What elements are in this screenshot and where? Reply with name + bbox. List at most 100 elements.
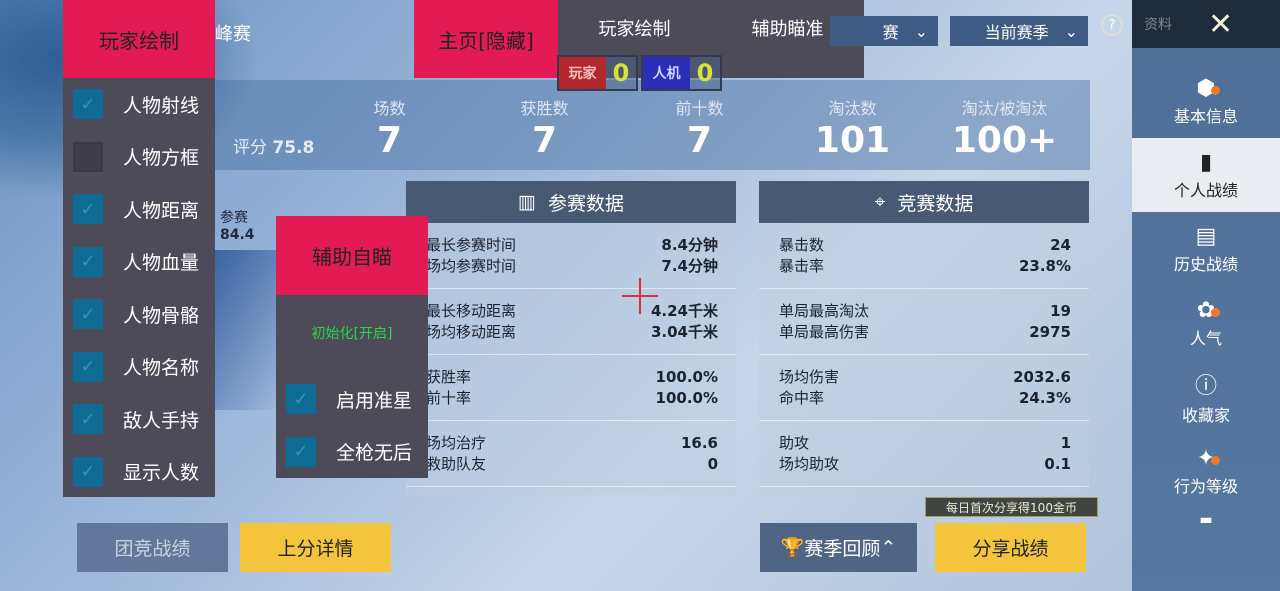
row-value: 2975	[1029, 323, 1071, 341]
checkbox[interactable]	[73, 141, 103, 172]
tab-home-hide[interactable]: 主页[隐藏]	[414, 0, 558, 78]
menu-item[interactable]: ✓ 人物距离	[63, 183, 215, 236]
aim-option[interactable]: ✓ 启用准星	[276, 373, 428, 426]
sidebar-item-label: 个人战绩	[1173, 180, 1238, 200]
help-icon[interactable]: ?	[1101, 14, 1123, 36]
menu-item-label: 人物名称	[123, 357, 200, 380]
stat-row: 前十率 100.0%	[426, 388, 718, 409]
menu-item-label: 人物骨骼	[123, 304, 200, 327]
checkbox[interactable]: ✓	[73, 194, 103, 225]
sidebar-item[interactable]: ▮ 个人战绩	[1132, 138, 1280, 212]
row-value: 8.4分钟	[661, 236, 718, 254]
checkbox[interactable]: ✓	[73, 404, 103, 435]
checkbox[interactable]: ✓	[73, 299, 103, 330]
checkbox[interactable]: ✓	[73, 456, 103, 487]
row-label: 救助队友	[426, 455, 487, 473]
stat-row: 最长移动距离 4.24千米	[426, 301, 718, 322]
radar-label: 参赛 84.4	[220, 207, 255, 243]
close-icon[interactable]: ✕	[1208, 6, 1234, 42]
stat-group: 最长参赛时间 8.4分钟 场均参赛时间 7.4分钟	[406, 223, 736, 289]
sidebar-item-label: 人气	[1189, 328, 1222, 348]
stat-row: 场均治疗 16.6	[426, 433, 718, 454]
rank-detail-button[interactable]: 上分详情	[240, 523, 391, 572]
stat-label: 场数	[373, 99, 406, 118]
tab-player-draw[interactable]: 玩家绘制	[598, 19, 671, 40]
row-value: 19	[1050, 302, 1071, 320]
share-record-button[interactable]: 分享战绩	[935, 523, 1086, 572]
user-badge-icon: ⬢	[1196, 75, 1216, 101]
row-value: 7.4分钟	[661, 257, 718, 275]
rose-icon: ✿	[1196, 297, 1216, 323]
stat-row: 助攻 1	[779, 433, 1071, 454]
menu-item-label: 人物距离	[123, 199, 200, 222]
checkbox[interactable]: ✓	[73, 89, 103, 120]
checkbox[interactable]: ✓	[286, 436, 316, 467]
chevron-down-icon: ⌄	[914, 21, 928, 41]
stat-row: 获胜率 100.0%	[426, 367, 718, 388]
player-count-box: 玩家 0	[557, 55, 638, 91]
player-draw-menu: 玩家绘制 ✓ 人物射线 人物方框 ✓ 人物距离 ✓ 人物血量 ✓ 人物骨骼 ✓ 人物名称 ✓ 敌人手持 ✓…	[63, 0, 215, 497]
behavior-badge-icon: ✦	[1196, 445, 1216, 471]
stat-row: 暴击率 23.8%	[779, 256, 1071, 277]
checkbox[interactable]: ✓	[73, 246, 103, 277]
row-value: 100.0%	[655, 389, 718, 407]
stat-row: 最长参赛时间 8.4分钟	[426, 235, 718, 256]
radar-label-text: 参赛	[220, 210, 248, 226]
aim-option[interactable]: ✓ 全枪无后	[276, 426, 428, 479]
stat-group: 暴击数 24 暴击率 23.8%	[759, 223, 1089, 289]
season-review-button[interactable]: 🏆 赛季回顾 ⌃	[760, 523, 917, 572]
row-value: 23.8%	[1018, 257, 1071, 275]
sidebar-item[interactable]: ✿ 人气	[1132, 286, 1280, 360]
stat-group: 场均治疗 16.6 救助队友 0	[406, 421, 736, 487]
notification-dot	[1211, 308, 1220, 317]
player-count-label: 玩家	[559, 57, 606, 89]
history-doc-icon: ▤	[1195, 223, 1217, 249]
share-tip: 每日首次分享得100金币	[925, 497, 1098, 517]
notification-dot	[1211, 86, 1220, 95]
row-label: 命中率	[779, 389, 825, 407]
menu-item-label: 人物射线	[123, 94, 200, 117]
collector-badge-icon: ⓘ	[1194, 374, 1217, 399]
menu-item[interactable]: ✓ 人物名称	[63, 341, 215, 394]
menu-title[interactable]: 玩家绘制	[63, 0, 215, 78]
mode-dropdown[interactable]: 赛 ⌄	[830, 16, 938, 46]
chart-doc-icon: ▮	[1199, 149, 1213, 175]
menu-item-label: 人物方框	[123, 147, 200, 170]
row-value: 2032.6	[1013, 368, 1071, 386]
sidebar-item[interactable]: ✦ 行为等级	[1132, 434, 1280, 508]
checkbox[interactable]: ✓	[286, 384, 316, 415]
stat-2: 前十数 7	[627, 95, 772, 163]
menu-item[interactable]: ✓ 显示人数	[63, 446, 215, 499]
row-label: 场均助攻	[779, 455, 840, 473]
stat-label: 获胜数	[520, 99, 569, 118]
tab-aim-assist[interactable]: 辅助瞄准	[751, 19, 824, 40]
sidebar-item-label: 历史战绩	[1173, 254, 1238, 274]
more-icon[interactable]: ▬	[1199, 512, 1213, 528]
sidebar: 资料 ✕ ⬢ 基本信息 ▮ 个人战绩 ▤ 历史战绩 ✿ 人气 ⓘ 收藏家 ✦ 行为等级 ▬	[1132, 0, 1280, 591]
aim-panel-title[interactable]: 辅助自瞄	[276, 216, 428, 295]
stat-row: 单局最高伤害 2975	[779, 322, 1071, 343]
season-dropdown[interactable]: 当前赛季 ⌄	[950, 16, 1088, 46]
sidebar-item[interactable]: ▤ 历史战绩	[1132, 212, 1280, 286]
menu-item[interactable]: ✓ 敌人手持	[63, 393, 215, 446]
stat-value: 7	[376, 120, 403, 161]
crosshair-icon: ⌖	[874, 191, 886, 213]
team-record-button[interactable]: 团竞战绩	[77, 523, 228, 572]
stat-row: 单局最高淘汰 19	[779, 301, 1071, 322]
participation-panel: ▥ 参赛数据 最长参赛时间 8.4分钟 场均参赛时间 7.4分钟 最长移动距离 4.24千米…	[406, 181, 736, 495]
checkbox[interactable]: ✓	[73, 351, 103, 382]
sidebar-item-label: 收藏家	[1181, 406, 1230, 425]
row-label: 场均伤害	[779, 368, 840, 386]
aim-option-label: 启用准星	[336, 389, 413, 412]
sidebar-item[interactable]: ⬢ 基本信息	[1132, 64, 1280, 138]
menu-item[interactable]: 人物方框	[63, 131, 215, 184]
score-value: 75.8	[272, 138, 315, 158]
menu-item[interactable]: ✓ 人物射线	[63, 78, 215, 131]
season-review-label: 赛季回顾	[804, 538, 881, 560]
row-value: 0.1	[1044, 455, 1071, 473]
sidebar-item-label: 基本信息	[1173, 106, 1238, 126]
sidebar-item[interactable]: ⓘ 收藏家	[1132, 360, 1280, 434]
menu-item[interactable]: ✓ 人物血量	[63, 236, 215, 289]
aim-init-status[interactable]: 初始化[开启]	[311, 326, 393, 342]
menu-item[interactable]: ✓ 人物骨骼	[63, 288, 215, 341]
